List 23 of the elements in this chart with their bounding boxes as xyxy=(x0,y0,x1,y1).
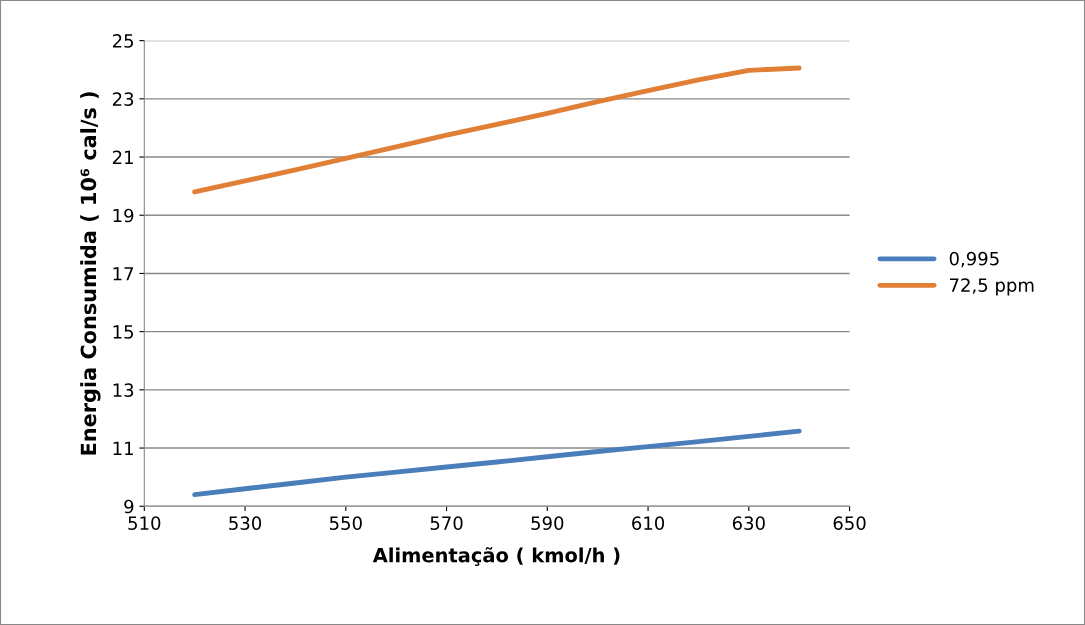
x-tick-label: 550 xyxy=(329,516,362,530)
y-tick-label: 19 xyxy=(113,208,134,223)
x-tick-label: 610 xyxy=(632,516,665,530)
x-tick-label: 570 xyxy=(430,516,463,530)
y-tick-label: 9 xyxy=(124,499,134,514)
legend-label: 0,995 xyxy=(949,251,999,268)
y-tick-label: 21 xyxy=(112,150,133,164)
x-tick-label: 650 xyxy=(833,516,866,530)
x-tick-label: 510 xyxy=(128,516,161,530)
y-axis-title: Energia Consumida ( 10⁶ cal/s ) xyxy=(80,92,101,455)
y-tick-label: 15 xyxy=(113,325,134,339)
x-tick-label: 530 xyxy=(229,516,262,530)
x-tick-label: 630 xyxy=(732,516,765,530)
y-tick-label: 23 xyxy=(112,92,134,106)
y-tick-label: 25 xyxy=(112,34,134,48)
y-tick-label: 13 xyxy=(113,383,134,397)
y-tick-label: 11 xyxy=(113,441,133,455)
x-axis-title: Alimentação ( kmol/h ) xyxy=(372,547,620,567)
legend-label: 72,5 ppm xyxy=(950,278,1034,296)
line-series xyxy=(192,428,802,498)
line-series xyxy=(192,65,802,195)
x-tick-label: 590 xyxy=(531,516,564,530)
y-tick-label: 17 xyxy=(113,267,134,281)
